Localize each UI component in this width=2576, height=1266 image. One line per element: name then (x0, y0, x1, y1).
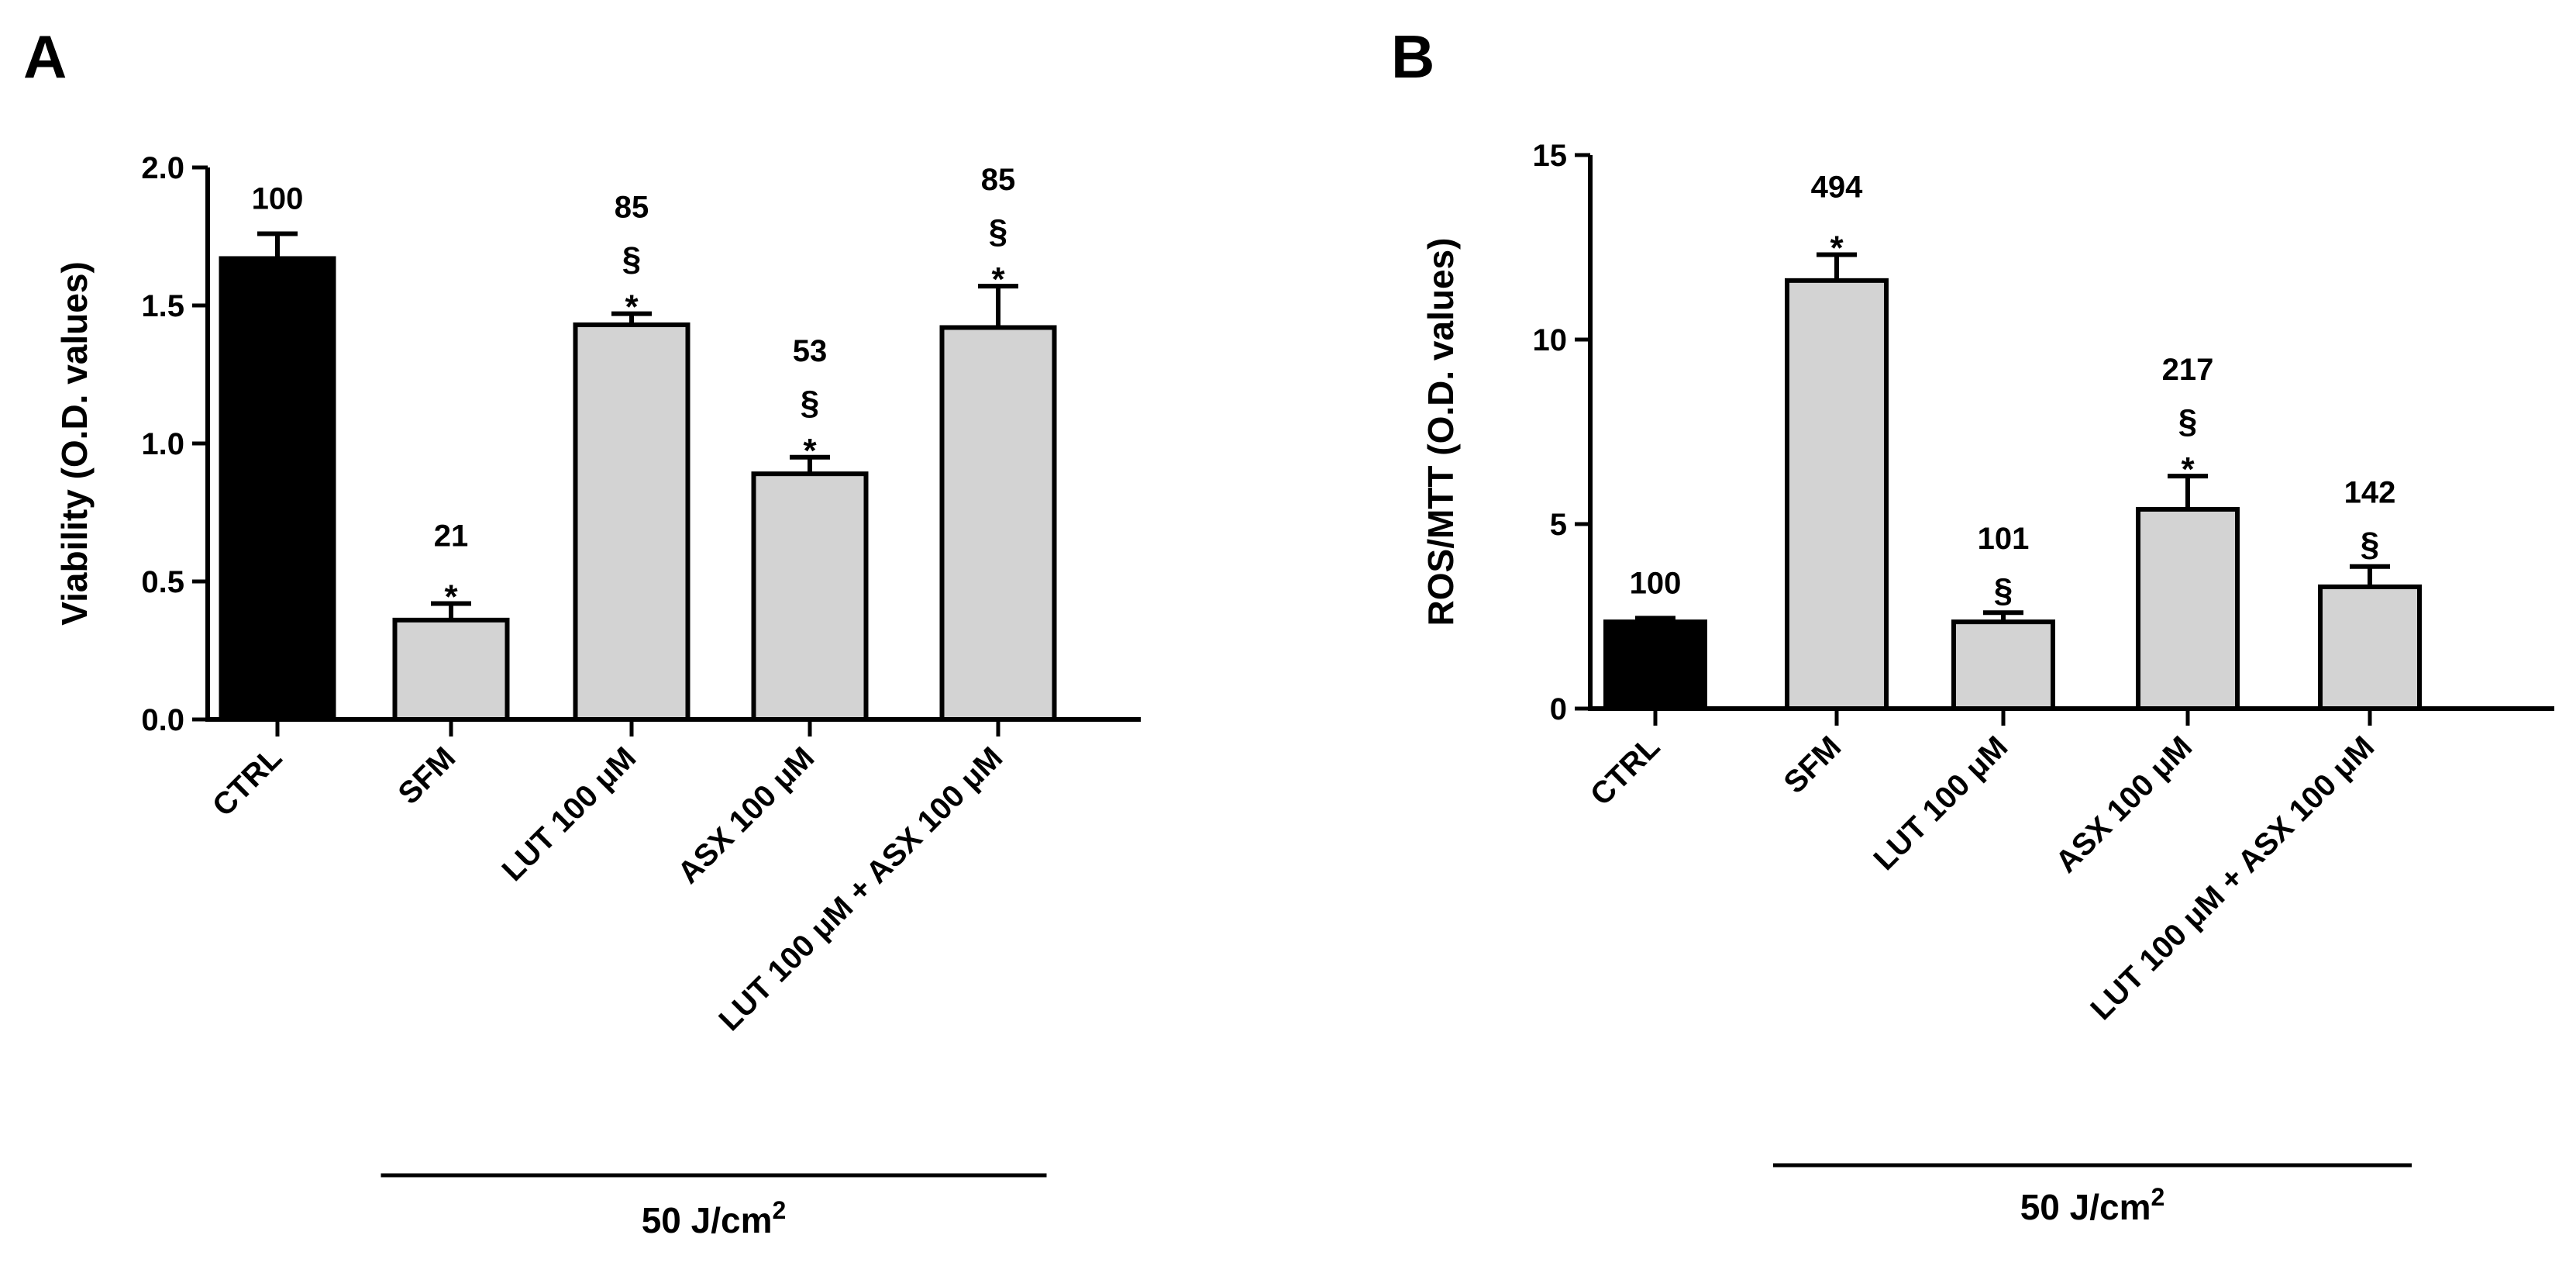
panel-b-y-tick-label: 15 (1533, 139, 1568, 173)
panel-b-category-label: SFM (1778, 730, 1848, 800)
panel-b-chart: 0 5 10 15 ROS/MTT (O.D. values) CTRL 100 SFM * 49… (1421, 139, 2554, 1227)
panel-a-percent-label: 85 (615, 191, 649, 225)
panel-b-significance-marker: § (2361, 526, 2379, 564)
panel-b-y-tick-label: 0 (1550, 692, 1567, 726)
panel-a-significance-marker: * (803, 432, 817, 470)
panel-b-percent-label: 101 (1978, 522, 2030, 556)
panel-b-percent-label: 100 (1630, 566, 1682, 600)
panel-b-significance-marker: * (2181, 450, 2195, 488)
panel-a-percent-label: 21 (434, 519, 469, 553)
panel-a-y-axis-title: Viability (O.D. values) (54, 261, 95, 626)
panel-b-y-axis-title: ROS/MTT (O.D. values) (1421, 238, 1461, 626)
panel-a-significance-marker: * (625, 288, 639, 326)
panel-a-category-label: SFM (392, 740, 463, 811)
panel-b-percent-label: 217 (2162, 353, 2214, 387)
panel-a-bar (751, 471, 869, 722)
panel-a-bar (939, 325, 1057, 722)
panel-a-y-tick-label: 2.0 (141, 151, 184, 185)
panel-a-y-tick-label: 1.0 (141, 427, 184, 461)
panel-b-bar (1951, 619, 2055, 712)
panel-a-significance-marker: § (622, 240, 641, 278)
panel-b-y-tick-label: 10 (1533, 323, 1568, 357)
panel-a-bar (573, 322, 690, 722)
panel-a-category-label: ASX 100 μM (671, 740, 821, 890)
panel-a-category-label: CTRL (206, 740, 289, 823)
panel-a-group-label: 50 J/cm2 (642, 1196, 787, 1240)
panel-a-significance-marker: * (991, 260, 1005, 298)
panel-a-y-tick-label: 0.5 (141, 565, 184, 599)
panel-b-percent-label: 494 (1811, 171, 1863, 205)
panel-b-percent-label: 142 (2344, 476, 2396, 510)
panel-a-percent-label: 53 (793, 334, 828, 368)
panel-letter-b: B (1391, 22, 1434, 91)
panel-a-chart: 0.0 0.5 1.0 1.5 2.0 Viability (O.D. values) CT… (54, 151, 1141, 1240)
panel-a-bar (219, 256, 336, 723)
panel-letter-a: A (23, 22, 67, 91)
panel-a-significance-marker: * (444, 578, 458, 616)
panel-a-y-tick-label: 1.5 (141, 289, 184, 323)
panel-b-group-label: 50 J/cm2 (2020, 1183, 2165, 1227)
panel-b-category-label: CTRL (1584, 730, 1667, 812)
panel-a-category-label: LUT 100 μM (495, 740, 642, 888)
panel-a-bar (392, 617, 510, 723)
panel-a-percent-label: 100 (252, 181, 304, 216)
panel-b-bar (2136, 506, 2240, 712)
panel-a-percent-label: 85 (981, 163, 1016, 197)
panel-b-y-tick-label: 5 (1550, 508, 1567, 542)
panel-b-significance-marker: § (1994, 571, 2013, 609)
panel-b-bar (1785, 278, 1889, 711)
panel-b-category-label: ASX 100 μM (2049, 730, 2199, 879)
panel-b-significance-marker: * (1830, 229, 1844, 267)
panel-b-category-label: LUT 100 μM (1867, 730, 2014, 877)
panel-a-significance-marker: § (989, 212, 1007, 250)
panel-b-bar (1603, 619, 1707, 712)
panel-b-significance-marker: § (2178, 402, 2197, 440)
panel-a-y-tick-label: 0.0 (141, 703, 184, 737)
panel-a-significance-marker: § (801, 384, 819, 422)
panel-b-category-label: LUT 100 μM + ASX 100 μM (2084, 730, 2381, 1026)
panel-b-bar (2318, 584, 2422, 711)
